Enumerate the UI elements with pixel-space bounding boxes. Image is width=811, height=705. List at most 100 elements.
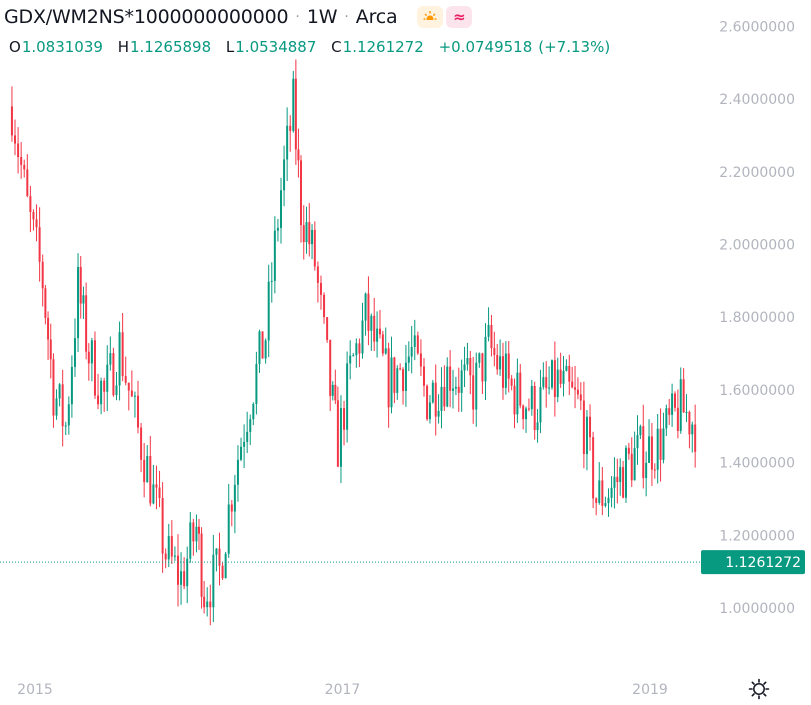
candle-body xyxy=(218,548,221,566)
candle-body xyxy=(553,360,556,397)
candle-body xyxy=(70,366,73,405)
interval-label[interactable]: 1W xyxy=(306,6,338,28)
candle-body xyxy=(215,548,218,555)
exchange-label[interactable]: Arca xyxy=(355,6,398,28)
candle-body xyxy=(642,426,645,479)
candle-body xyxy=(585,416,588,455)
candle-body xyxy=(308,222,311,245)
candle-body xyxy=(319,282,322,295)
candle-body xyxy=(527,408,530,410)
candle-body xyxy=(311,230,314,245)
x-tick-label: 2017 xyxy=(325,682,361,698)
candle-body xyxy=(305,222,308,243)
candle-body xyxy=(516,372,519,415)
symbol-title[interactable]: GDX/WM2NS*1000000000000 xyxy=(4,6,289,28)
close-key: C xyxy=(331,38,342,56)
candle-body xyxy=(598,480,601,503)
candle-body xyxy=(299,160,302,226)
candle-body xyxy=(668,408,671,415)
candle-body xyxy=(339,408,342,467)
candle-body xyxy=(416,335,419,354)
candle-body xyxy=(90,340,93,364)
candle-body xyxy=(124,376,127,383)
candle-body xyxy=(679,379,682,431)
candle-body xyxy=(252,403,255,420)
candle-body xyxy=(653,469,656,471)
candle-body xyxy=(688,412,691,435)
candle-body xyxy=(164,553,167,560)
candle-body xyxy=(146,455,149,483)
candle-body xyxy=(562,370,565,384)
candle-body xyxy=(79,267,82,304)
candle-body xyxy=(255,363,258,404)
candle-body xyxy=(77,267,80,339)
candle-body xyxy=(565,365,568,371)
chart-legend-header: GDX/WM2NS*1000000000000 · 1W · Arca ≈ xyxy=(4,4,473,30)
candle-body xyxy=(550,360,553,388)
candle-body xyxy=(507,353,510,379)
last-price-tag-background xyxy=(701,550,805,575)
candle-body xyxy=(67,404,70,426)
candle-body xyxy=(582,400,585,455)
candle-body xyxy=(302,225,305,243)
candle-body xyxy=(121,332,124,377)
candle-body xyxy=(613,476,616,488)
candle-body xyxy=(542,377,545,387)
candle-body xyxy=(203,596,206,608)
candle-body xyxy=(443,386,446,407)
candle-body xyxy=(387,348,390,408)
price-axis: 1.0000000 1.2000000 1.4000000 1.6000000 1.80… xyxy=(719,19,795,617)
last-price-tag: 1.1261272 xyxy=(701,550,805,575)
candle-body xyxy=(280,190,282,228)
candle-body xyxy=(10,106,13,136)
candle-body xyxy=(109,353,112,365)
candle-body xyxy=(410,346,413,357)
candle-body xyxy=(469,358,472,376)
candle-body xyxy=(106,364,109,392)
candle-body xyxy=(504,353,507,388)
high-key: H xyxy=(117,38,129,56)
candle-body xyxy=(431,382,434,403)
candle-body xyxy=(452,388,455,391)
candle-body xyxy=(183,571,186,587)
candle-body xyxy=(373,315,376,342)
candle-body xyxy=(671,393,674,415)
candle-body xyxy=(682,379,685,413)
change-value: +0.0749518 xyxy=(438,38,533,56)
candle-body xyxy=(258,331,261,364)
candle-body xyxy=(656,428,659,470)
candle-body xyxy=(407,356,410,363)
candle-body xyxy=(510,378,513,386)
close-value: 1.1261272 xyxy=(342,38,424,56)
candle-body xyxy=(428,402,431,420)
candle-body xyxy=(61,384,64,427)
candle-body xyxy=(381,334,384,354)
wave-icon[interactable]: ≈ xyxy=(446,6,473,28)
candle-body xyxy=(576,389,579,395)
candle-body xyxy=(82,295,85,304)
candle-body xyxy=(426,385,429,420)
candle-body xyxy=(230,504,233,512)
candle-body xyxy=(224,553,227,579)
candle-body xyxy=(685,412,688,414)
candle-body xyxy=(273,230,276,281)
candle-body xyxy=(627,447,630,454)
candle-body xyxy=(601,480,604,506)
candle-body xyxy=(361,320,364,354)
candle-body xyxy=(264,340,267,359)
candle-body xyxy=(206,601,209,608)
candle-body xyxy=(243,441,246,447)
candle-body xyxy=(52,359,55,416)
sun-icon[interactable] xyxy=(417,6,444,28)
settings-gear-icon[interactable] xyxy=(748,678,770,700)
candle-body xyxy=(446,366,449,407)
candle-body xyxy=(530,386,533,410)
candle-body xyxy=(648,436,651,463)
candle-body xyxy=(454,386,457,389)
candle-body xyxy=(364,293,367,321)
y-tick-label: 2.2000000 xyxy=(719,165,795,181)
candle-body xyxy=(589,416,592,438)
candle-body xyxy=(186,558,189,587)
candle-body xyxy=(466,358,469,365)
